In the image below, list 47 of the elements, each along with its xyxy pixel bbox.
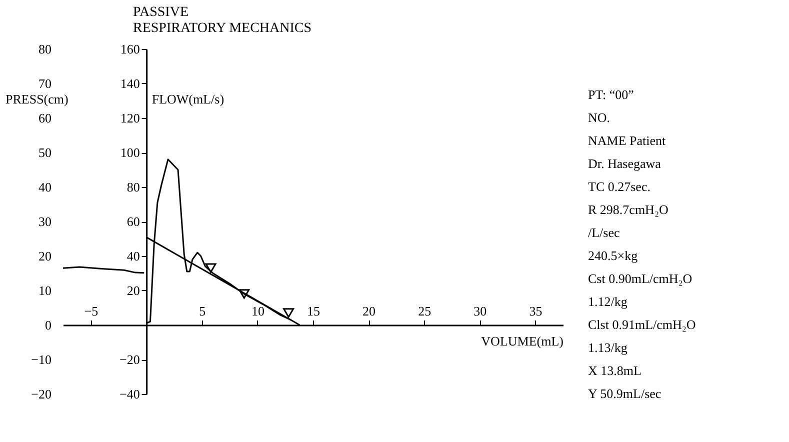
x-tick-label: 30 bbox=[474, 304, 487, 318]
text: 1.13/kg bbox=[588, 340, 628, 355]
text: NAME Patient bbox=[588, 133, 666, 148]
x-tick-label: 20 bbox=[362, 304, 376, 318]
y-tick-label: 80 bbox=[126, 180, 140, 194]
x-tick-label: 15 bbox=[307, 304, 320, 318]
y2-tick-label: 0 bbox=[45, 318, 52, 332]
y2-tick-label: 60 bbox=[38, 110, 52, 126]
text: /L/sec bbox=[588, 225, 620, 240]
text: R 298.7cmH₂O bbox=[588, 202, 668, 217]
x-tick-label: 5 bbox=[199, 304, 206, 318]
y2-tick-label: 10 bbox=[38, 283, 52, 298]
chart-title: PASSIVE RESPIRATORY MECHANICS bbox=[133, 5, 312, 36]
y-tick-label: −20 bbox=[119, 352, 140, 367]
text: Clst 0.91mL/cmH₂O bbox=[588, 317, 696, 332]
x-tick-label: 35 bbox=[529, 304, 542, 318]
y2-tick-label: 40 bbox=[38, 180, 52, 194]
text: 1.12/kg bbox=[588, 294, 628, 309]
x-tick-label: 10 bbox=[251, 304, 264, 318]
y-axis-title: FLOW(mL/s) bbox=[152, 92, 224, 106]
y-tick-label: 40 bbox=[126, 248, 140, 264]
text: Y 50.9mL/sec bbox=[588, 386, 662, 401]
text: NO. bbox=[588, 110, 610, 125]
text: PT: “00” bbox=[588, 87, 634, 102]
y2-axis-title: PRESS(cm) bbox=[6, 92, 68, 106]
y2-tick-label: −20 bbox=[31, 386, 52, 402]
text: 240.5×kg bbox=[588, 248, 638, 263]
y-tick-label: 60 bbox=[126, 214, 140, 229]
y2-tick-label: 50 bbox=[38, 145, 52, 160]
y-tick-label: 160 bbox=[120, 42, 140, 56]
y2-tick-label: 80 bbox=[38, 42, 52, 56]
x-tick-label: 25 bbox=[418, 304, 432, 318]
y-tick-label: 140 bbox=[120, 76, 140, 91]
y2-tick-label: 20 bbox=[38, 248, 52, 264]
y2-tick-label: −10 bbox=[31, 352, 52, 367]
y2-tick-label: 70 bbox=[38, 76, 52, 91]
text: Dr. Hasegawa bbox=[588, 156, 662, 171]
y-tick-label: −40 bbox=[119, 386, 140, 402]
y-tick-label: 100 bbox=[120, 145, 140, 160]
y2-tick-label: 30 bbox=[38, 214, 52, 229]
x-tick-label: −5 bbox=[84, 304, 98, 318]
y-tick-label: 20 bbox=[126, 283, 140, 298]
text: TC 0.27sec. bbox=[588, 179, 650, 194]
text: X 13.8mL bbox=[588, 363, 642, 378]
text: Cst 0.90mL/cmH₂O bbox=[588, 271, 692, 286]
x-axis-title: VOLUME(mL) bbox=[481, 334, 564, 348]
y-tick-label: 120 bbox=[120, 110, 140, 126]
